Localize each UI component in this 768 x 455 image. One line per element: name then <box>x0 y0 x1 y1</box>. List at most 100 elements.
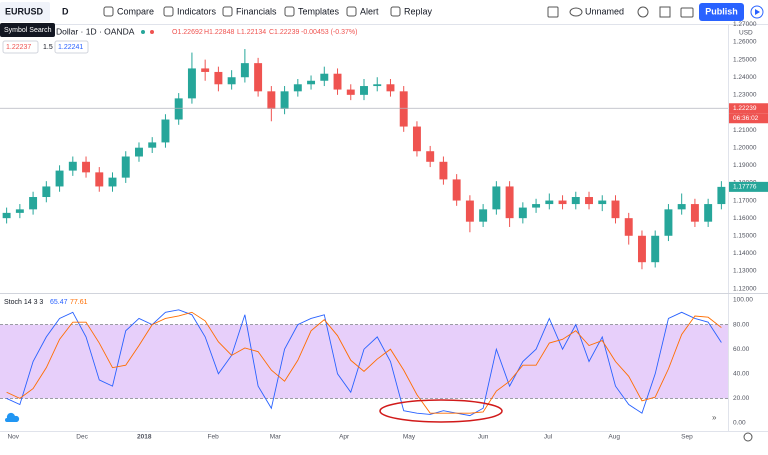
y-tick-label: 0.00 <box>733 420 746 427</box>
select-icon[interactable] <box>547 6 559 18</box>
candle-body <box>492 186 501 210</box>
input-box[interactable] <box>2 40 39 54</box>
candle-body <box>68 161 77 171</box>
input-value[interactable]: 1.22237 <box>6 44 31 51</box>
snapshot-icon[interactable] <box>680 7 694 18</box>
status-dot <box>141 30 145 34</box>
candle-body <box>346 89 355 95</box>
legend-ohlc: L1.22134 <box>237 29 266 36</box>
cloud-icon <box>569 7 583 17</box>
y-tick-label: 1.25000 <box>733 56 757 63</box>
y-tick-label: 20.00 <box>733 395 750 402</box>
toolbar-button[interactable]: Compare <box>117 6 154 16</box>
candle-body <box>399 91 408 127</box>
price-label-bg <box>729 103 768 114</box>
candle-body <box>651 235 660 263</box>
currency-label: USD <box>739 30 753 37</box>
toolbar-button[interactable]: Replay <box>404 6 433 16</box>
candle-body <box>558 200 567 205</box>
y-tick-label: 1.24000 <box>733 74 757 81</box>
candle-body <box>611 200 620 219</box>
button-icon[interactable] <box>222 6 233 17</box>
candle-body <box>518 207 527 219</box>
fullscreen-icon[interactable] <box>659 6 671 18</box>
settings-icon[interactable] <box>637 6 649 18</box>
candle-body <box>426 151 435 162</box>
candle-body <box>320 73 329 81</box>
candle-body <box>15 209 24 213</box>
candle-body <box>187 68 196 99</box>
button-icon[interactable] <box>346 6 357 17</box>
candle-body <box>704 204 713 222</box>
tooltip <box>0 23 55 37</box>
legend-ohlc: O1.22692 <box>172 29 203 36</box>
input-box[interactable] <box>54 40 89 54</box>
button-icon[interactable] <box>163 6 174 17</box>
last-price-bg <box>729 181 768 192</box>
status-dot <box>150 30 154 34</box>
input-value[interactable]: 1.22241 <box>58 44 83 51</box>
x-tick-label: Feb <box>208 434 220 441</box>
layout-name[interactable]: Unnamed <box>585 6 624 16</box>
y-tick-label: 1.15000 <box>733 232 757 239</box>
legend-ohlc: H1.22848 <box>204 29 234 36</box>
x-tick-label: Jul <box>544 434 553 441</box>
y-tick-label: 80.00 <box>733 321 750 328</box>
scroll-icon[interactable]: » <box>712 413 717 422</box>
button-icon[interactable] <box>390 6 401 17</box>
candle-body <box>360 86 368 95</box>
cloud-badge <box>5 412 20 422</box>
symbol[interactable]: EURUSD <box>5 6 44 16</box>
candle-body <box>148 142 157 148</box>
countdown-bg <box>729 113 768 124</box>
publish-button[interactable] <box>699 3 744 21</box>
y-tick-label: 1.13000 <box>733 268 757 275</box>
x-tick-label: Dec <box>76 434 88 441</box>
toolbar-button[interactable]: Templates <box>298 6 340 16</box>
x-tick-label: Jun <box>478 434 489 441</box>
symbol-box[interactable] <box>0 2 50 22</box>
candle-body <box>307 80 316 85</box>
candle-body <box>161 119 170 143</box>
toolbar-button[interactable]: Indicators <box>177 6 217 16</box>
indicator-value: 65.47 <box>50 299 68 306</box>
y-tick-label: 1.17000 <box>733 197 757 204</box>
candle-body <box>452 179 461 201</box>
candle-body <box>585 197 593 205</box>
candle-body <box>439 161 448 180</box>
y-tick-label: 60.00 <box>733 346 750 353</box>
candle-body <box>2 212 11 219</box>
input-value[interactable]: 1.5 <box>43 44 53 51</box>
axis-settings-icon[interactable] <box>743 432 753 442</box>
candle-body <box>55 170 64 187</box>
candle-body <box>571 197 580 205</box>
candle-body <box>293 84 302 92</box>
candle-body <box>95 172 104 187</box>
candle-body <box>82 161 91 173</box>
publish-label[interactable]: Publish <box>705 6 738 16</box>
candle-body <box>717 186 726 205</box>
y-tick-label: 1.12000 <box>733 285 757 292</box>
candle-body <box>29 197 38 210</box>
candle-body <box>465 200 474 222</box>
toolbar-button[interactable]: Alert <box>360 6 379 16</box>
band-fill <box>0 324 728 399</box>
candle-body <box>479 209 488 222</box>
candle-body <box>42 186 51 198</box>
last-price: 1.17776 <box>733 184 757 191</box>
y-tick-label: 1.19000 <box>733 162 757 169</box>
interval[interactable]: D <box>62 6 69 16</box>
candle-body <box>267 91 276 109</box>
play-icon[interactable] <box>750 5 764 19</box>
button-icon[interactable] <box>284 6 295 17</box>
x-tick-label: Nov <box>7 434 19 441</box>
x-tick-label: Sep <box>681 434 693 441</box>
candle-body <box>280 91 289 109</box>
candle-body <box>135 147 143 157</box>
toolbar-button[interactable]: Financials <box>236 6 277 16</box>
y-tick-label: 1.27000 <box>733 21 757 28</box>
y-tick-label: 40.00 <box>733 371 750 378</box>
x-tick-label: 2018 <box>137 434 152 441</box>
button-icon[interactable] <box>103 6 114 17</box>
